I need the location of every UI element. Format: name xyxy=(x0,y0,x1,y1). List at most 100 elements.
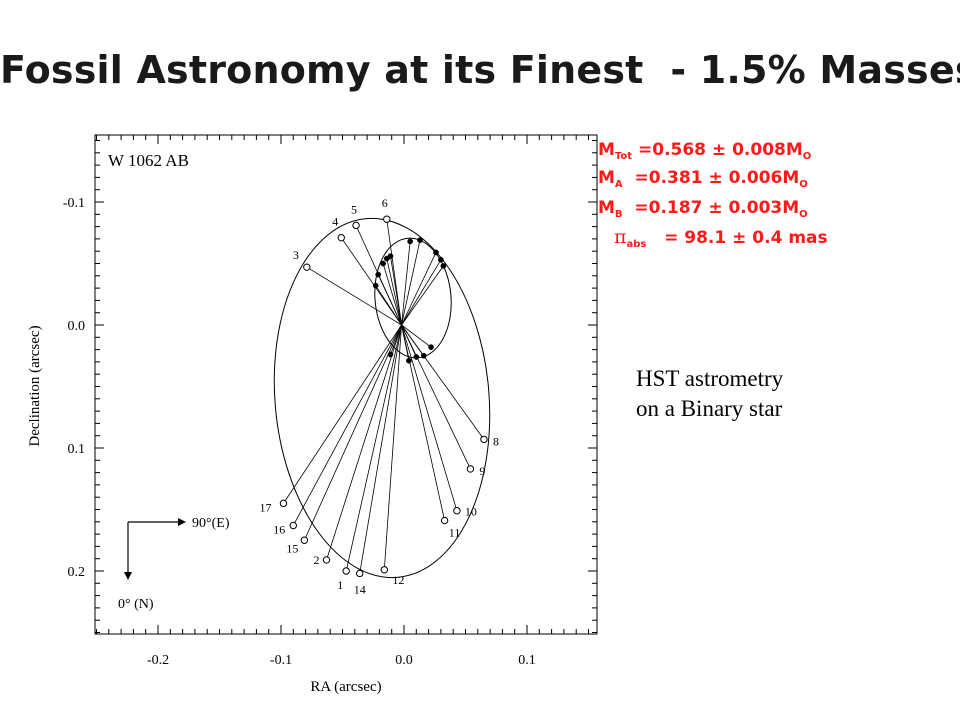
residual-line-b xyxy=(359,324,402,574)
x-tick-label: -0.1 xyxy=(270,653,292,668)
residual-line-b xyxy=(383,324,402,570)
m-tot-value: =0.568 ± 0.008M xyxy=(632,140,803,160)
m-b-unit-subscript: O xyxy=(799,209,808,220)
residual-line-a xyxy=(390,256,402,326)
epoch-point-open xyxy=(383,215,391,223)
y-axis-title: Declination (arcsec) xyxy=(27,325,43,446)
epoch-label: 6 xyxy=(382,196,388,210)
epoch-point-filled xyxy=(417,237,423,243)
mass-b-readout: MB =0.187 ± 0.003MO xyxy=(598,198,808,220)
parallax-readout: πabs = 98.1 ± 0.4 mas xyxy=(614,226,828,250)
compass-east-label: 90°(E) xyxy=(192,516,230,531)
epoch-point-open xyxy=(337,233,345,242)
residual-line-a xyxy=(375,285,402,326)
epoch-point-filled xyxy=(433,249,439,256)
compass-north-label: 0° (N) xyxy=(118,597,154,612)
epoch-label: 10 xyxy=(465,505,477,519)
plot-frame: -0.2 -0.1 0.0 0.1 -0.1 0.0 0.1 0.2 RA (arcsec) De… xyxy=(27,134,598,695)
residual-line-a xyxy=(382,263,402,326)
residual-line-b xyxy=(345,324,402,572)
epoch-point-open xyxy=(440,516,449,525)
epoch-point-open xyxy=(322,556,331,564)
epoch-point-filled xyxy=(380,260,386,267)
y-tick-label: 0.0 xyxy=(68,319,86,334)
residual-line-a xyxy=(401,241,411,326)
caption-line-1: HST astrometry xyxy=(636,366,784,391)
m-tot-unit-subscript: O xyxy=(802,151,812,162)
y-tick-label: 0.2 xyxy=(68,565,86,580)
compass-east-arrowhead xyxy=(178,518,186,526)
epoch-point-filled xyxy=(438,256,444,263)
orbit-ellipse-b xyxy=(273,217,491,579)
epoch-point-filled xyxy=(406,357,412,364)
plot-border xyxy=(94,134,598,635)
residual-line-a xyxy=(377,274,402,326)
m-tot-symbol: M xyxy=(598,140,615,160)
epoch-point-filled xyxy=(413,354,420,360)
epoch-point-open xyxy=(352,221,360,230)
residual-line-b xyxy=(306,266,402,326)
m-b-subscript: B xyxy=(614,209,623,220)
residual-line-b xyxy=(304,324,402,541)
residual-line-a xyxy=(386,258,402,326)
m-a-symbol: M xyxy=(598,168,615,188)
x-tick-label: 0.0 xyxy=(395,653,413,668)
m-tot-subscript: Tot xyxy=(614,151,633,162)
epoch-point-open xyxy=(300,536,309,544)
epoch-label: 2 xyxy=(314,553,320,567)
epoch-label: 5 xyxy=(351,202,357,216)
epoch-point-filled xyxy=(387,351,394,358)
epoch-label: 15 xyxy=(286,541,298,555)
pi-symbol: π xyxy=(614,226,627,248)
epoch-label: 14 xyxy=(354,582,366,596)
epoch-point-open xyxy=(303,263,311,271)
residual-line-a xyxy=(401,324,417,358)
residual-line-a xyxy=(401,265,444,326)
residual-line-a xyxy=(401,252,437,326)
caption-line-2: on a Binary star xyxy=(636,396,783,421)
compass-north-arrowhead xyxy=(124,572,132,580)
mass-total-readout: MTot =0.568 ± 0.008MO xyxy=(598,140,811,162)
residual-line-b xyxy=(283,324,402,504)
m-a-value: =0.381 ± 0.006M xyxy=(622,168,800,188)
epoch-label: 4 xyxy=(332,215,338,229)
m-a-subscript: A xyxy=(614,179,623,190)
slide-title: Fossil Astronomy at its Finest - 1.5% Ma… xyxy=(0,48,960,92)
epoch-label: 8 xyxy=(493,434,499,448)
m-b-value: =0.187 ± 0.003M xyxy=(622,198,800,218)
epoch-label: 1 xyxy=(337,578,343,592)
residual-line-a xyxy=(401,324,410,361)
residual-line-b xyxy=(401,324,458,511)
epoch-label: 17 xyxy=(259,500,271,514)
epoch-point-filled xyxy=(420,352,427,359)
epoch-label: 12 xyxy=(392,573,404,587)
epoch-point-open xyxy=(480,435,488,444)
chart-title: W 1062 AB xyxy=(108,151,189,170)
epoch-point-open xyxy=(453,507,461,515)
epoch-label: 16 xyxy=(273,522,285,536)
residual-line-a xyxy=(401,259,442,326)
compass-indicator: 90°(E) 0° (N) xyxy=(118,516,230,612)
epoch-point-filled xyxy=(372,282,379,289)
epoch-point-filled xyxy=(387,253,394,259)
residual-line-a xyxy=(401,240,421,326)
epoch-point-open xyxy=(289,521,297,530)
epoch-point-filled xyxy=(407,238,413,245)
residual-line-b xyxy=(292,324,402,526)
y-tick-label: -0.1 xyxy=(63,196,85,211)
residual-line-b xyxy=(340,237,402,326)
epoch-point-open xyxy=(466,465,475,473)
epoch-point-filled xyxy=(375,271,382,278)
y-tick-label: 0.1 xyxy=(68,442,86,457)
residual-line-a xyxy=(390,324,402,355)
mass-a-readout: MA =0.381 ± 0.006MO xyxy=(598,168,808,190)
epoch-label: 3 xyxy=(293,248,299,262)
epoch-point-open xyxy=(356,569,364,578)
residual-line-b xyxy=(401,324,445,521)
epoch-label: 9 xyxy=(479,464,485,478)
pi-value: = 98.1 ± 0.4 mas xyxy=(646,228,828,248)
epoch-point-filled xyxy=(440,263,447,269)
epoch-point-filled xyxy=(428,344,434,350)
